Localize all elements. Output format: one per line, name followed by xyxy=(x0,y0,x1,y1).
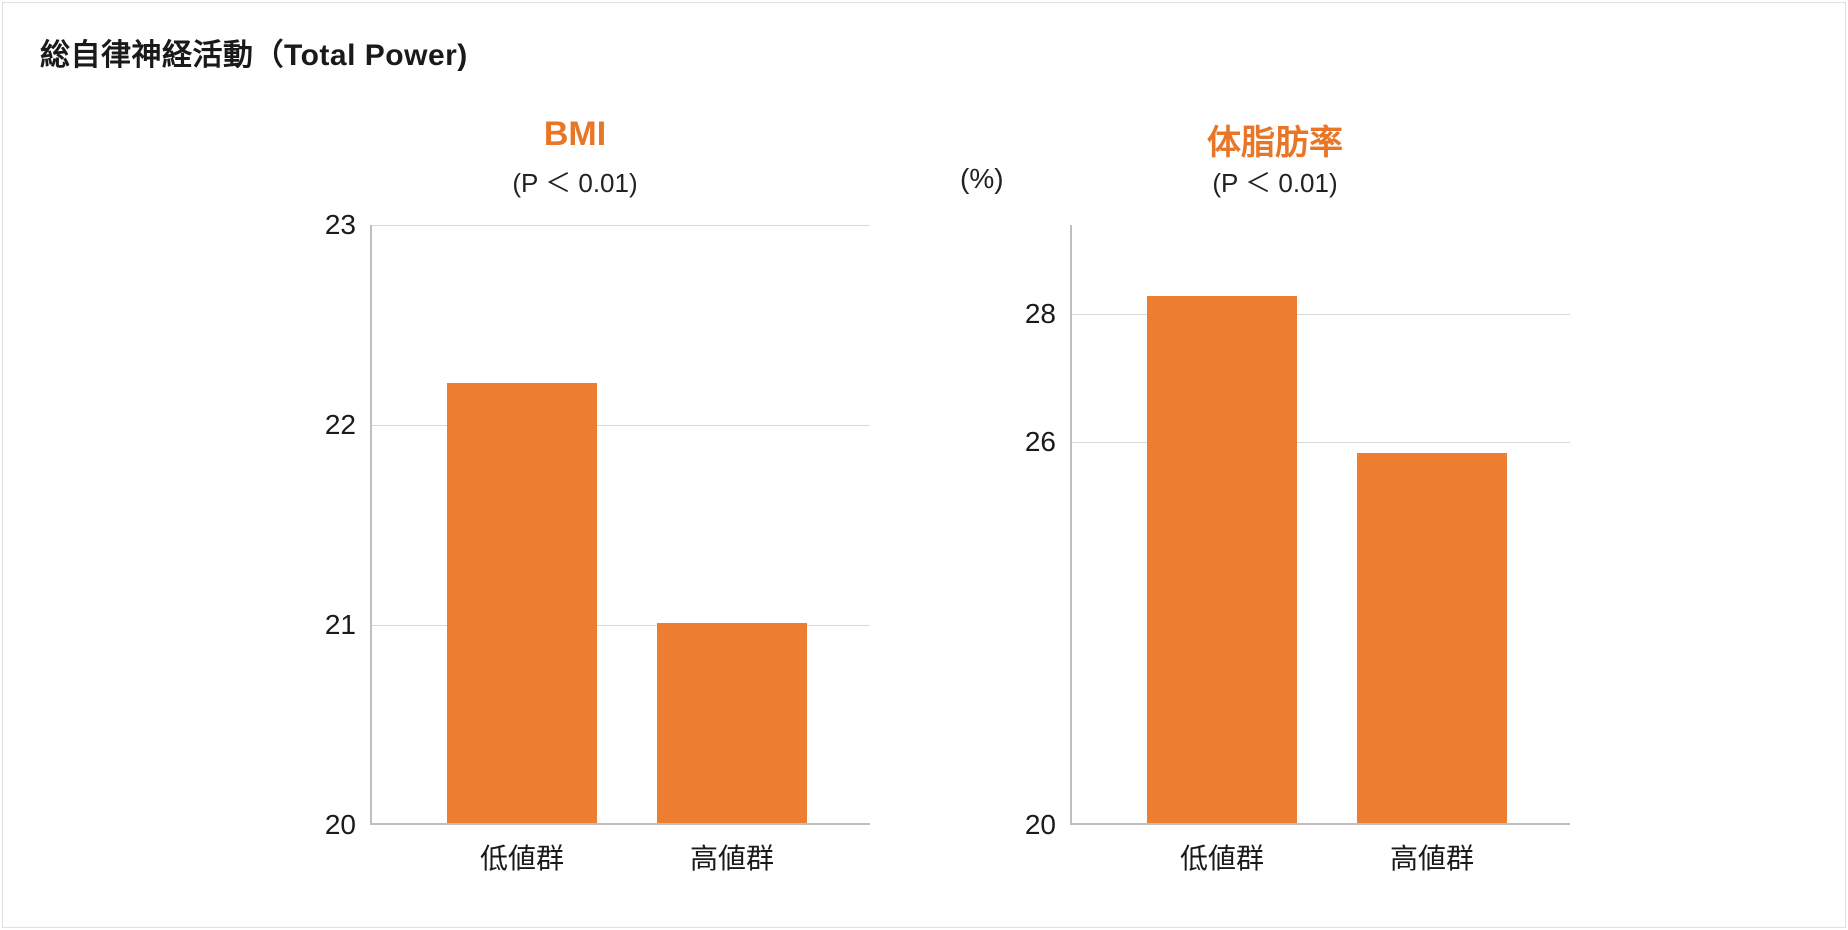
ytick-label: 28 xyxy=(1025,298,1056,330)
page-title: 総自律神経活動（Total Power) xyxy=(40,30,468,74)
chart-unit-label: (%) xyxy=(960,163,1004,195)
chart-panel-bmi: BMI(P ＜ 0.01)20212223低値群高値群 xyxy=(280,115,870,895)
ytick-label: 21 xyxy=(325,609,356,641)
xtick-label: 高値群 xyxy=(1390,837,1474,877)
ytick-label: 20 xyxy=(1025,809,1056,841)
xtick-label: 低値群 xyxy=(1180,837,1264,877)
plot-area: 20212223低値群高値群 xyxy=(370,225,870,825)
chart-subtitle: (P ＜ 0.01) xyxy=(280,163,870,200)
gridline xyxy=(372,225,870,226)
bar-bodyfat-1 xyxy=(1357,453,1507,823)
chart-subtitle: (P ＜ 0.01) xyxy=(980,163,1570,200)
ytick-label: 22 xyxy=(325,409,356,441)
ytick-label: 26 xyxy=(1025,426,1056,458)
bar-bmi-0 xyxy=(447,383,597,823)
ytick-label: 20 xyxy=(325,809,356,841)
bar-bmi-1 xyxy=(657,623,807,823)
chart-title: BMI xyxy=(280,115,870,154)
chart-title: 体脂肪率 xyxy=(980,115,1570,164)
chart-panel-bodyfat: 体脂肪率(P ＜ 0.01)(%)202628低値群高値群 xyxy=(980,115,1570,895)
plot-area: 202628低値群高値群 xyxy=(1070,225,1570,825)
ytick-label: 23 xyxy=(325,209,356,241)
bar-bodyfat-0 xyxy=(1147,296,1297,823)
xtick-label: 高値群 xyxy=(690,837,774,877)
xtick-label: 低値群 xyxy=(480,837,564,877)
